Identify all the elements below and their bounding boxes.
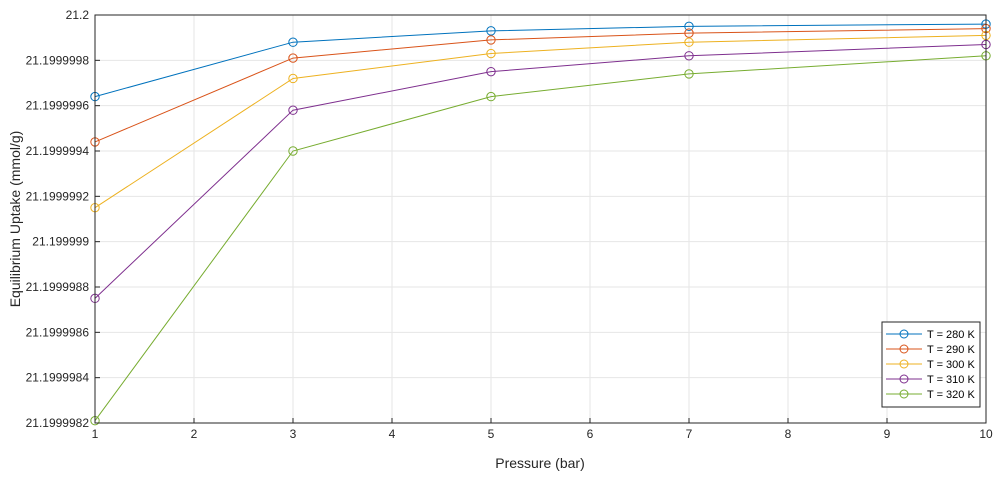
legend-marker bbox=[899, 359, 909, 369]
series-line bbox=[94, 43, 987, 299]
data-point bbox=[684, 37, 694, 47]
legend-label: T = 280 K bbox=[927, 329, 975, 341]
series-group bbox=[90, 19, 991, 426]
x-tick-label: 9 bbox=[884, 427, 891, 441]
y-ticks: 21.1999982 21.1999984 21.1999986 21.1999988… bbox=[26, 8, 100, 430]
data-point bbox=[684, 21, 694, 32]
data-point bbox=[288, 105, 298, 115]
legend-item: T = 290 K bbox=[886, 344, 975, 356]
legend-item: T = 320 K bbox=[886, 389, 975, 401]
data-point bbox=[486, 48, 496, 59]
y-tick-label: 21.1999996 bbox=[26, 99, 90, 113]
data-point bbox=[486, 26, 496, 36]
x-axis-label: Pressure (bar) bbox=[495, 455, 584, 471]
x-tick-label: 5 bbox=[488, 427, 495, 441]
series-line bbox=[94, 55, 987, 422]
series-line bbox=[94, 23, 987, 98]
legend-marker bbox=[899, 389, 909, 399]
x-tick-label: 6 bbox=[587, 427, 594, 441]
plot-frame bbox=[94, 14, 987, 424]
y-tick-label: 21.199999 bbox=[32, 235, 89, 249]
plot-area bbox=[95, 15, 986, 423]
series-line bbox=[94, 28, 987, 143]
data-point bbox=[288, 53, 298, 63]
legend-label: T = 320 K bbox=[927, 389, 975, 401]
legend-item: T = 310 K bbox=[886, 374, 975, 386]
data-point bbox=[288, 37, 298, 47]
legend-label: T = 290 K bbox=[927, 344, 975, 356]
x-tick-label: 3 bbox=[290, 427, 297, 441]
legend-item: T = 300 K bbox=[886, 359, 975, 371]
data-point bbox=[486, 91, 496, 102]
series-line bbox=[94, 34, 987, 209]
y-tick-label: 21.2 bbox=[66, 8, 90, 22]
x-tick-label: 8 bbox=[785, 427, 792, 441]
y-tick-label: 21.1999984 bbox=[26, 371, 90, 385]
y-tick-label: 21.1999982 bbox=[26, 416, 90, 430]
legend-marker bbox=[899, 344, 909, 354]
x-tick-label: 1 bbox=[92, 427, 99, 441]
y-tick-label: 21.1999992 bbox=[26, 189, 90, 203]
legend-item: T = 280 K bbox=[886, 329, 975, 341]
y-axis-label: Equilibrium Uptake (mmol/g) bbox=[7, 131, 23, 308]
data-point bbox=[486, 35, 496, 45]
legend-label: T = 300 K bbox=[927, 359, 975, 371]
x-ticks: 1 2 3 4 5 6 7 8 9 10 bbox=[92, 418, 993, 441]
y-tick-label: 21.1999986 bbox=[26, 325, 90, 339]
y-tick-label: 21.1999988 bbox=[26, 280, 90, 294]
legend-marker bbox=[899, 329, 909, 339]
legend-label: T = 310 K bbox=[927, 374, 975, 386]
data-point bbox=[684, 51, 694, 61]
data-point bbox=[288, 73, 298, 84]
y-tick-label: 21.1999998 bbox=[26, 53, 90, 67]
x-tick-label: 7 bbox=[686, 427, 693, 441]
legend-marker bbox=[899, 374, 909, 384]
x-tick-label: 10 bbox=[979, 427, 993, 441]
data-point bbox=[684, 69, 694, 79]
x-tick-label: 4 bbox=[389, 427, 396, 441]
legend: T = 280 K T = 290 K T = 300 K T = 310 K T = … bbox=[881, 321, 981, 408]
x-tick-label: 2 bbox=[191, 427, 198, 441]
series-4 bbox=[90, 39, 991, 304]
y-tick-label: 21.1999994 bbox=[26, 144, 90, 158]
data-point bbox=[486, 66, 496, 77]
data-point bbox=[288, 146, 298, 156]
data-point bbox=[684, 28, 694, 38]
